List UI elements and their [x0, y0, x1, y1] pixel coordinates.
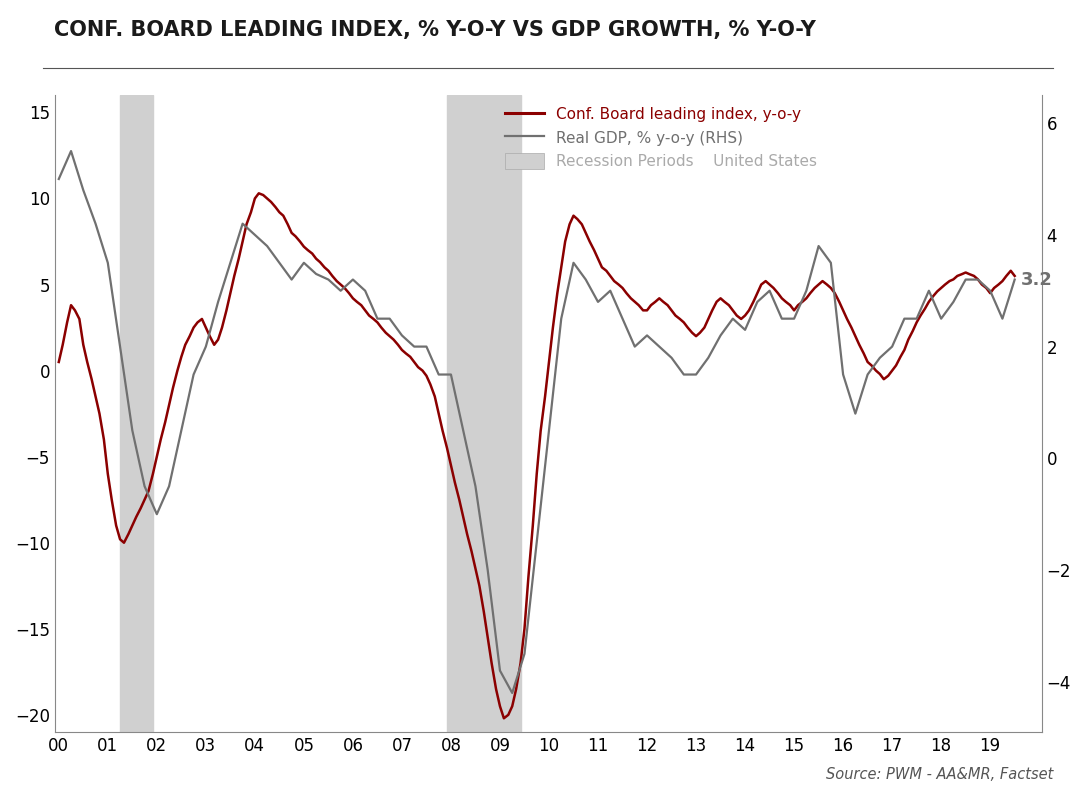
Bar — [121, 95, 153, 732]
Legend: Conf. Board leading index, y-o-y, Real GDP, % y-o-y (RHS), Recession Periods    : Conf. Board leading index, y-o-y, Real G… — [505, 106, 817, 169]
Text: CONF. BOARD LEADING INDEX, % Y-O-Y VS GDP GROWTH, % Y-O-Y: CONF. BOARD LEADING INDEX, % Y-O-Y VS GD… — [54, 20, 817, 40]
Bar — [447, 95, 520, 732]
Text: 3.2: 3.2 — [1021, 270, 1052, 289]
Text: Source: PWM - AA&MR, Factset: Source: PWM - AA&MR, Factset — [826, 767, 1053, 782]
